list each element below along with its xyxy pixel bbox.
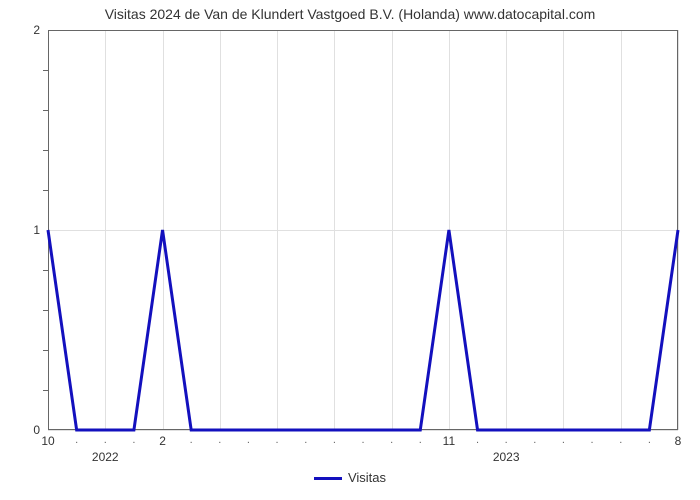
y-tick-minor [43,270,48,271]
y-tick-minor [43,110,48,111]
x-year-label: 2023 [493,430,520,464]
x-tick-minor: . [333,430,336,446]
x-tick-minor: . [562,430,565,446]
x-tick-minor: . [619,430,622,446]
chart-title: Visitas 2024 de Van de Klundert Vastgoed… [0,6,700,22]
x-tick-minor: . [276,430,279,446]
chart-container: Visitas 2024 de Van de Klundert Vastgoed… [0,0,700,500]
x-tick-minor: . [304,430,307,446]
plot-area: 012102118...................20222023 [48,30,678,430]
line-series [48,30,678,430]
x-tick-minor: . [533,430,536,446]
x-tick-label: 2 [159,430,166,448]
y-tick-minor [43,190,48,191]
x-tick-minor: . [75,430,78,446]
y-tick-minor [43,390,48,391]
x-tick-minor: . [190,430,193,446]
y-tick-minor [43,70,48,71]
y-tick-minor [43,350,48,351]
x-tick-minor: . [648,430,651,446]
y-tick-minor [43,150,48,151]
y-tick-label: 1 [33,223,48,237]
x-tick-minor: . [476,430,479,446]
x-year-label: 2022 [92,430,119,464]
x-tick-minor: . [247,430,250,446]
x-tick-minor: . [390,430,393,446]
x-tick-minor: . [361,430,364,446]
grid-line-v [678,30,679,430]
x-tick-minor: . [132,430,135,446]
y-tick-minor [43,310,48,311]
legend-swatch [314,477,342,480]
x-tick-label: 8 [675,430,682,448]
x-tick-label: 11 [443,430,455,448]
legend-label: Visitas [348,470,386,485]
x-tick-label: 10 [41,430,54,448]
y-tick-label: 2 [33,23,48,37]
x-tick-minor: . [591,430,594,446]
legend: Visitas [0,470,700,485]
x-tick-minor: . [419,430,422,446]
x-tick-minor: . [218,430,221,446]
